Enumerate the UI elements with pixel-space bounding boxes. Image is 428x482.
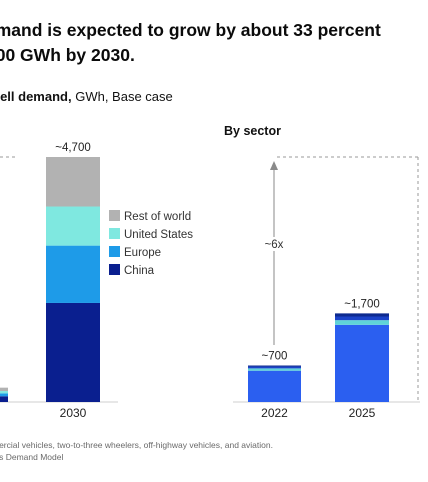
bar-sector-segment-0-2022: [248, 370, 301, 402]
bar-europe-2030: [46, 245, 100, 303]
subtitle-rest: GWh, Base case: [71, 89, 173, 104]
bar-sector-segment-2-2025: [335, 316, 389, 321]
legend-swatch-united-states: [109, 228, 120, 239]
legend-label-china: China: [124, 265, 155, 277]
total-label-2030: ~4,700: [55, 142, 91, 154]
bar-sector-segment-3-2022: [248, 365, 301, 367]
x-tick-label-2030: 2030: [60, 406, 87, 420]
legend-label-rest-of-world: Rest of world: [124, 211, 191, 223]
legend-swatch-china: [109, 264, 120, 275]
footnote-line-1: mercial vehicles, two-to-three wheelers,…: [0, 440, 273, 450]
total-label-2022: ~700: [262, 351, 288, 363]
legend-swatch-europe: [109, 246, 120, 257]
bar-sector-segment-0-2025: [335, 324, 389, 402]
bar-united-states-left: [0, 391, 8, 394]
chart-subtitle: y cell demand, GWh, Base case: [0, 89, 173, 104]
chart-title-line-1: emand is expected to grow by about 33 pe…: [0, 20, 381, 40]
chart-title: emand is expected to grow by about 33 pe…: [0, 18, 428, 68]
chart-title-line-2: 700 GWh by 2030.: [0, 45, 135, 65]
subtitle-bold: y cell demand,: [0, 89, 72, 104]
x-tick-label-2022: 2022: [261, 406, 288, 420]
bar-rest-of-world-left: [0, 387, 8, 392]
bar-sector-segment-1-2022: [248, 368, 301, 371]
bar-rest-of-world-2030: [46, 157, 100, 207]
bar-sector-segment-3-2025: [335, 313, 389, 317]
bar-sector-segment-2-2022: [248, 366, 301, 369]
growth-annotation-label: ~6x: [265, 239, 284, 251]
growth-label-background: [261, 237, 287, 251]
bar-china-2030: [46, 302, 100, 402]
bar-united-states-2030: [46, 206, 100, 246]
legend-swatch-rest-of-world: [109, 210, 120, 221]
sector-panel-title: By sector: [224, 124, 281, 138]
x-tick-label-2025: 2025: [349, 406, 376, 420]
footnote-line-2: hts Demand Model: [0, 452, 64, 462]
growth-arrow-head: [270, 161, 278, 170]
legend-label-europe: Europe: [124, 247, 161, 259]
legend-label-united-states: United States: [124, 229, 193, 241]
total-label-2025: ~1,700: [344, 298, 380, 310]
bar-china-left: [0, 396, 8, 402]
bar-europe-left: [0, 393, 8, 397]
bar-sector-segment-1-2025: [335, 320, 389, 325]
